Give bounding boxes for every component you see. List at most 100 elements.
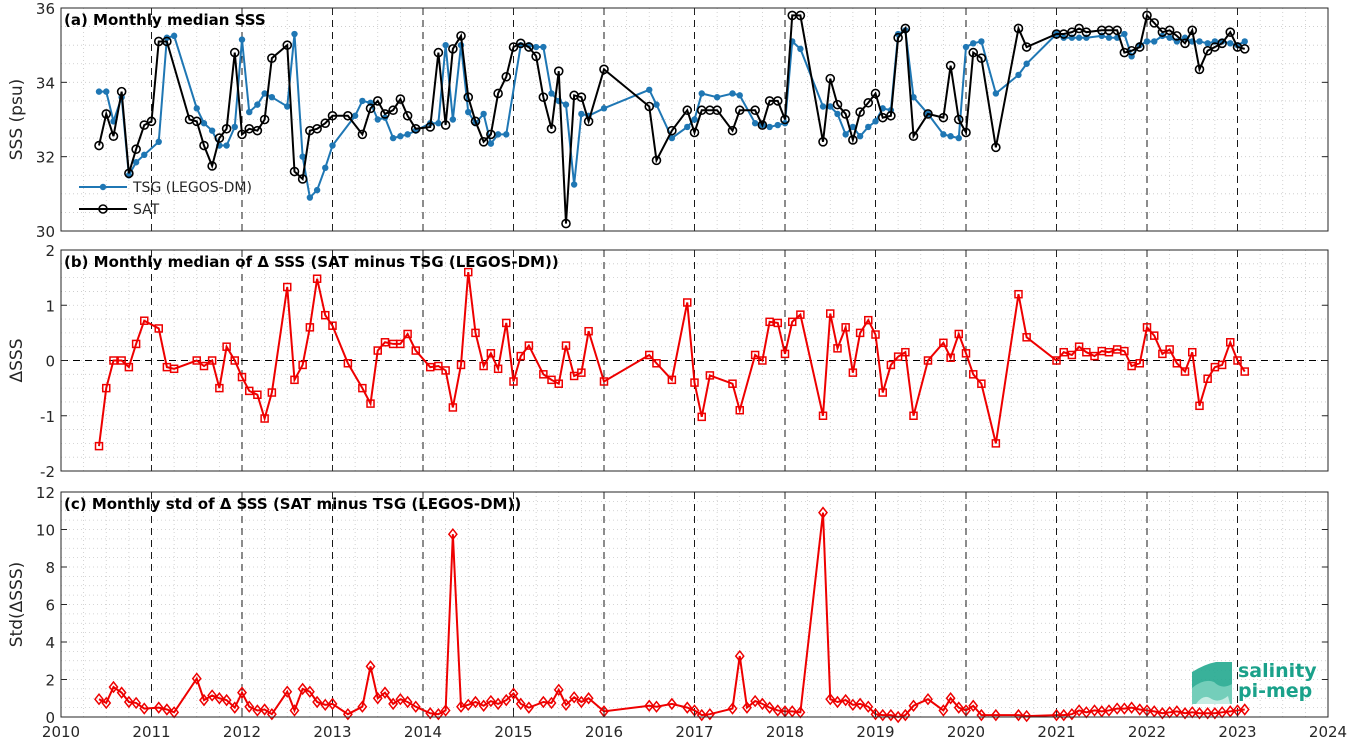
data-point — [388, 697, 399, 711]
data-point — [313, 186, 321, 194]
data-point — [237, 129, 247, 140]
data-point — [1066, 707, 1077, 721]
data-point — [773, 318, 783, 328]
data-point — [207, 689, 218, 702]
data-point — [95, 88, 103, 95]
legend: TSG (LEGOS-DM) SAT — [79, 180, 252, 218]
data-point — [480, 110, 487, 118]
data-point — [1210, 42, 1220, 52]
data-point — [434, 361, 443, 371]
y-axis-label: Std(ΔSSS) — [7, 562, 27, 648]
data-point — [900, 23, 911, 34]
data-point — [1127, 361, 1136, 371]
data-point — [713, 94, 721, 101]
data-point — [554, 379, 563, 388]
x-tick-label: 2021 — [1037, 723, 1075, 741]
data-point — [1023, 60, 1030, 67]
data-point — [1013, 23, 1024, 34]
panel-title: (c) Monthly std of Δ SSS (SAT minus TSG … — [64, 495, 521, 513]
data-point — [403, 329, 412, 339]
data-point — [834, 110, 841, 118]
data-point — [253, 390, 262, 400]
data-point — [772, 704, 783, 717]
y-axis-label: SSS (psu) — [7, 79, 27, 160]
data-point — [1021, 709, 1032, 723]
y-tick-label: 30 — [36, 223, 55, 241]
data-point — [108, 131, 119, 142]
data-point — [131, 339, 141, 349]
data-point — [327, 110, 338, 121]
data-point — [465, 108, 472, 116]
data-point — [501, 71, 512, 82]
data-point — [825, 692, 836, 706]
data-point — [577, 368, 586, 377]
data-point — [214, 692, 225, 705]
data-point — [848, 135, 858, 145]
data-point — [991, 142, 1001, 153]
data-point — [207, 356, 217, 365]
x-tick-label: 2018 — [766, 723, 804, 741]
data-point — [191, 116, 202, 127]
data-point — [736, 92, 743, 99]
data-point — [938, 704, 949, 717]
data-point — [758, 356, 767, 365]
data-point — [237, 372, 247, 382]
data-point — [199, 140, 209, 151]
data-point — [1075, 34, 1083, 41]
data-point — [503, 131, 510, 138]
legend-marker — [98, 204, 108, 214]
data-point — [380, 109, 390, 119]
data-point — [284, 103, 291, 110]
data-point — [968, 699, 979, 712]
y-tick-label: 1 — [45, 297, 55, 315]
data-point — [548, 90, 555, 97]
data-point — [990, 708, 1001, 722]
data-point — [191, 672, 202, 685]
data-point — [351, 112, 359, 119]
data-point — [1226, 338, 1235, 347]
data-point — [117, 356, 126, 365]
data-point — [539, 370, 548, 379]
data-point — [380, 686, 390, 699]
data-point — [508, 687, 519, 700]
data-point — [1157, 707, 1168, 720]
data-point — [970, 40, 977, 47]
data-point — [1135, 359, 1145, 368]
data-point — [1180, 367, 1190, 376]
data-point — [1194, 64, 1205, 75]
data-point — [1194, 707, 1205, 720]
data-point — [200, 120, 208, 127]
data-point — [570, 181, 578, 188]
data-point — [524, 42, 534, 52]
data-point — [259, 114, 270, 125]
data-point — [848, 368, 858, 377]
data-point — [818, 411, 828, 420]
data-point — [1172, 31, 1182, 41]
data-point — [871, 330, 880, 339]
data-point — [832, 695, 843, 709]
data-point — [306, 194, 314, 201]
data-point — [569, 691, 580, 704]
data-point — [1209, 707, 1220, 720]
data-point — [546, 123, 557, 134]
data-point — [1082, 347, 1091, 357]
data-point — [667, 375, 677, 385]
series-line — [98, 13, 1245, 224]
data-point — [291, 30, 298, 38]
data-point — [494, 131, 502, 138]
data-point — [847, 698, 858, 712]
data-point — [691, 116, 698, 123]
data-point — [501, 693, 512, 707]
legend-label: SAT — [133, 202, 160, 218]
data-point — [774, 121, 781, 129]
data-point — [516, 351, 525, 361]
data-point — [141, 151, 148, 159]
y-tick-label: 10 — [36, 522, 55, 540]
data-point — [463, 698, 474, 712]
data-point — [553, 683, 564, 697]
y-tick-label: 32 — [36, 149, 55, 167]
salinity-pi-mep-logo: salinity pi-mep — [1192, 660, 1317, 704]
data-point — [893, 352, 903, 361]
data-point — [561, 341, 571, 350]
data-point — [299, 153, 306, 160]
